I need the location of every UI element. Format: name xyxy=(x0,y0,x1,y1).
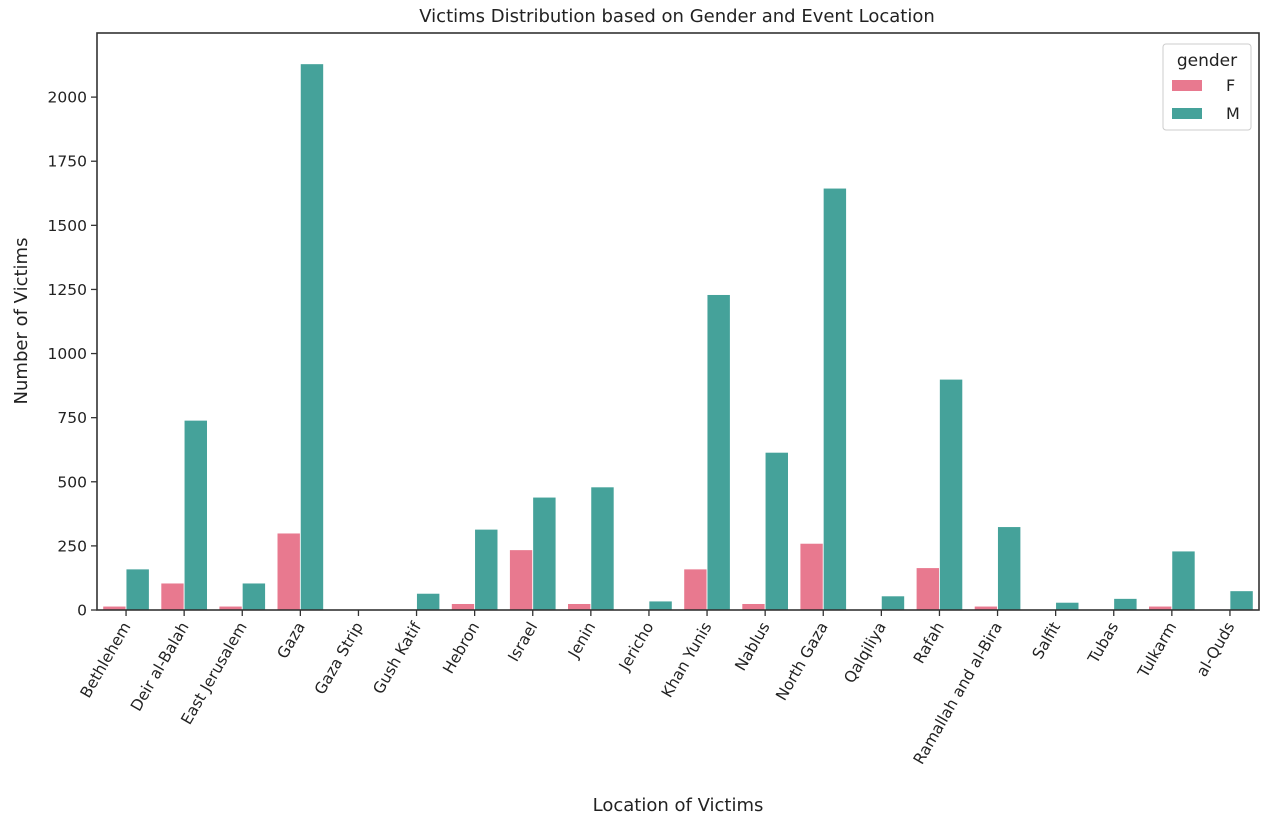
x-tick-label-salfit: Salfit xyxy=(1029,619,1064,662)
x-tick-label-east-jerusalem: East Jerusalem xyxy=(178,619,251,728)
bar-f-israel xyxy=(509,549,534,611)
y-tick-label: 250 xyxy=(57,537,87,555)
bar-f-jenin xyxy=(567,603,592,611)
x-tick-label-israel: Israel xyxy=(504,619,541,665)
legend-swatch-f xyxy=(1172,80,1202,91)
bar-m-gush-katif xyxy=(416,592,441,611)
bar-f-gaza xyxy=(276,532,301,611)
x-tick-label-rafah: Rafah xyxy=(910,619,948,667)
bar-m-tulkarm xyxy=(1171,550,1196,611)
bar-f-deir-al-balah xyxy=(160,582,185,611)
x-tick-label-qalqiliya: Qalqiliya xyxy=(841,619,890,686)
bar-m-bethlehem xyxy=(125,568,150,611)
legend-label-m: M xyxy=(1226,104,1240,123)
bar-m-qalqiliya xyxy=(880,595,905,611)
bar-f-rafah xyxy=(915,567,940,611)
y-tick-label: 0 xyxy=(77,602,87,620)
bars-group xyxy=(102,63,1254,611)
legend-label-f: F xyxy=(1226,76,1235,95)
bar-m-rafah xyxy=(939,378,964,611)
bar-m-salfit xyxy=(1055,601,1080,611)
y-tick-label: 1250 xyxy=(48,281,87,299)
bar-f-nablus xyxy=(741,603,766,611)
bar-m-jericho xyxy=(648,600,673,611)
y-tick-label: 1000 xyxy=(48,345,87,363)
bar-f-khan-yunis xyxy=(683,568,708,611)
x-tick-label-khan-yunis: Khan Yunis xyxy=(658,619,716,701)
x-tick-label-tulkarm: Tulkarm xyxy=(1134,619,1180,681)
x-tick-label-al-quds: al-Quds xyxy=(1193,619,1239,680)
y-axis: 0 250 500 750 1000 1250 1500 1750 2000 xyxy=(48,89,97,620)
bar-m-al-quds xyxy=(1229,590,1254,611)
bar-m-north-gaza xyxy=(822,187,847,611)
x-tick-label-jenin: Jenin xyxy=(564,619,599,662)
x-tick-label-jericho: Jericho xyxy=(615,619,657,674)
bar-f-hebron xyxy=(451,603,476,611)
x-tick-label-nablus: Nablus xyxy=(731,619,773,674)
y-tick-label: 500 xyxy=(57,473,87,491)
bar-m-khan-yunis xyxy=(706,294,731,611)
bar-m-jenin xyxy=(590,486,615,611)
x-tick-label-tubas: Tubas xyxy=(1084,619,1122,667)
legend-title: gender xyxy=(1177,51,1237,71)
bar-m-israel xyxy=(532,496,557,611)
x-tick-label-gaza: Gaza xyxy=(274,619,309,662)
x-tick-label-gaza-strip: Gaza Strip xyxy=(311,619,367,698)
x-tick-label-hebron: Hebron xyxy=(439,619,483,677)
bar-m-deir-al-balah xyxy=(183,419,208,611)
bar-m-east-jerusalem xyxy=(241,582,266,611)
legend-swatch-m xyxy=(1172,108,1202,119)
x-tick-label-gush-katif: Gush Katif xyxy=(369,619,425,698)
y-tick-label: 750 xyxy=(57,409,87,427)
chart-title: Victims Distribution based on Gender and… xyxy=(419,6,935,27)
bar-m-hebron xyxy=(474,528,499,611)
plot-frame xyxy=(96,32,1260,611)
y-tick-label: 1750 xyxy=(48,153,87,171)
y-tick-label: 1500 xyxy=(48,217,87,235)
x-axis-label: Location of Victims xyxy=(593,795,764,816)
y-tick-label: 2000 xyxy=(48,89,87,107)
x-tick-label-bethlehem: Bethlehem xyxy=(77,619,135,701)
x-tick-label-deir-al-balah: Deir al-Balah xyxy=(127,619,192,714)
bar-m-gaza xyxy=(299,63,324,611)
legend: gender F M xyxy=(1162,43,1252,131)
x-tick-label-north-gaza: North Gaza xyxy=(772,619,831,704)
y-axis-label: Number of Victims xyxy=(11,238,32,405)
bar-m-nablus xyxy=(764,451,789,611)
bar-m-tubas xyxy=(1113,598,1138,611)
bar-f-north-gaza xyxy=(799,542,824,611)
bar-m-ramallah-and-al-bira xyxy=(997,526,1022,611)
